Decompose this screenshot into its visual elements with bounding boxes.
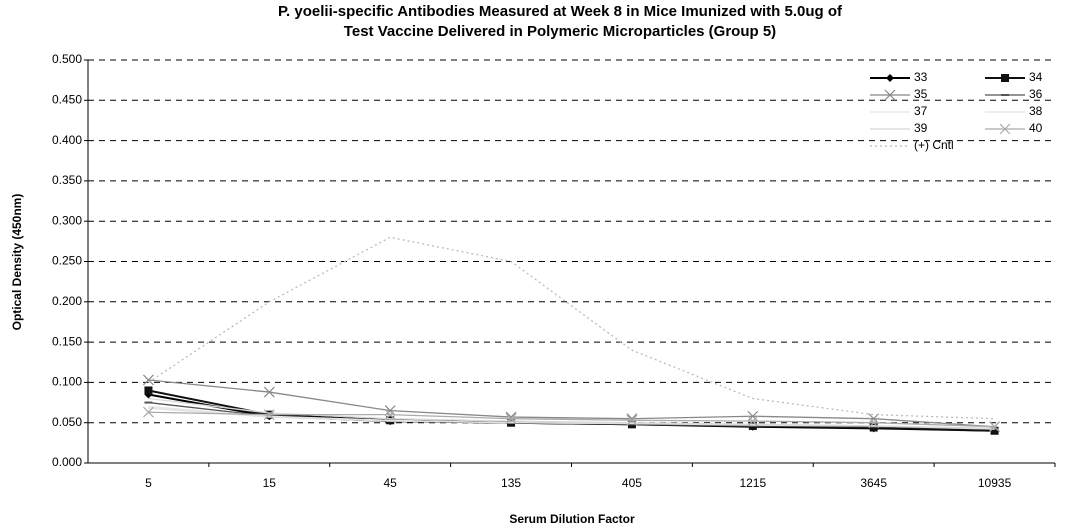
x-axis-title: Serum Dilution Factor bbox=[509, 512, 635, 526]
y-tick-label: 0.350 bbox=[52, 173, 82, 187]
y-tick-label: 0.000 bbox=[52, 455, 82, 469]
y-tick-label: 0.100 bbox=[52, 375, 82, 389]
series-line bbox=[148, 379, 995, 428]
marker bbox=[884, 89, 896, 101]
marker bbox=[384, 409, 396, 421]
x-tick-label: 45 bbox=[384, 476, 398, 490]
marker bbox=[263, 409, 275, 421]
chart-title: Test Vaccine Delivered in Polymeric Micr… bbox=[344, 23, 776, 40]
y-tick-label: 0.450 bbox=[52, 92, 82, 106]
marker bbox=[989, 421, 1000, 433]
x-tick-label: 5 bbox=[145, 476, 152, 490]
x-tick-label: 405 bbox=[622, 476, 642, 490]
x-tick-label: 15 bbox=[263, 476, 277, 490]
legend-label: (+) Cntl bbox=[914, 138, 954, 152]
y-tick-label: 0.500 bbox=[52, 52, 82, 66]
series-line bbox=[148, 411, 995, 428]
legend-label: 34 bbox=[1029, 70, 1043, 84]
y-tick-label: 0.150 bbox=[52, 334, 82, 348]
legend-label: 35 bbox=[914, 87, 928, 101]
marker bbox=[886, 74, 894, 82]
marker bbox=[747, 415, 759, 427]
marker bbox=[868, 417, 880, 429]
y-tick-label: 0.400 bbox=[52, 133, 82, 147]
x-tick-label: 10935 bbox=[978, 476, 1012, 490]
marker bbox=[1001, 74, 1009, 82]
marker bbox=[747, 410, 759, 422]
legend-label: 36 bbox=[1029, 87, 1043, 101]
marker bbox=[263, 386, 275, 398]
y-tick-label: 0.050 bbox=[52, 415, 82, 429]
x-tick-label: 135 bbox=[501, 476, 521, 490]
marker bbox=[990, 426, 999, 435]
legend-label: 38 bbox=[1029, 104, 1043, 118]
y-tick-label: 0.250 bbox=[52, 254, 82, 268]
marker bbox=[384, 405, 396, 417]
marker bbox=[999, 123, 1011, 135]
legend-label: 33 bbox=[914, 70, 928, 84]
marker bbox=[505, 413, 517, 425]
y-axis-title: Optical Density (450nm) bbox=[10, 194, 24, 331]
series-line bbox=[148, 236, 995, 420]
legend-label: 39 bbox=[914, 121, 928, 135]
legend-label: 40 bbox=[1029, 121, 1043, 135]
series-line bbox=[148, 397, 995, 429]
marker bbox=[143, 374, 154, 386]
y-tick-label: 0.300 bbox=[52, 213, 82, 227]
marker bbox=[626, 414, 638, 426]
x-tick-label: 1215 bbox=[739, 476, 766, 490]
x-tick-label: 3645 bbox=[860, 476, 887, 490]
y-tick-label: 0.200 bbox=[52, 294, 82, 308]
marker bbox=[626, 413, 638, 425]
series-line bbox=[148, 389, 995, 432]
marker bbox=[144, 386, 153, 395]
marker bbox=[143, 406, 154, 418]
chart-title: P. yoelii-specific Antibodies Measured a… bbox=[278, 3, 843, 20]
legend-label: 37 bbox=[914, 104, 928, 118]
